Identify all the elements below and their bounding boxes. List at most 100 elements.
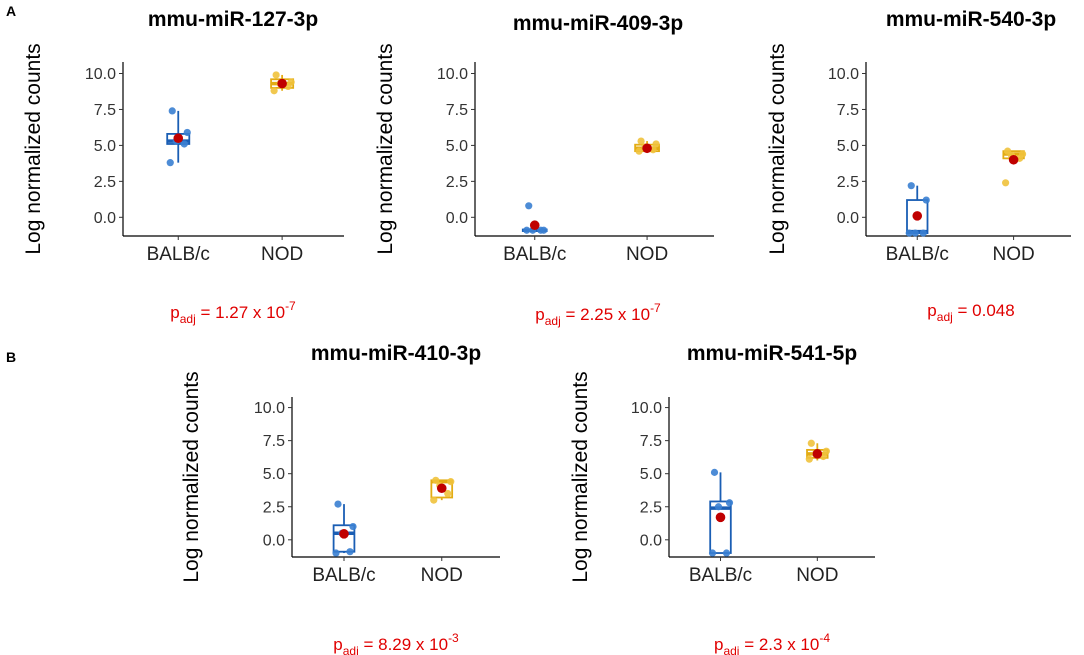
- data-point: [922, 196, 930, 204]
- mean-point: [1008, 154, 1019, 165]
- y-tick-label: 0.0: [263, 532, 285, 549]
- padj-annotation: padj = 2.3 x 10-4: [714, 631, 830, 655]
- padj-exponent: -3: [448, 631, 459, 645]
- padj-p: p: [170, 303, 179, 322]
- data-point: [332, 549, 340, 557]
- data-point: [180, 140, 188, 148]
- data-point: [166, 159, 174, 167]
- y-tick-label: 2.5: [446, 174, 468, 191]
- x-tick-label: BALB/c: [503, 244, 566, 265]
- data-point: [725, 499, 734, 507]
- data-point: [905, 229, 913, 237]
- chart-title: mmu-miR-409-3p: [513, 12, 683, 35]
- data-point: [523, 226, 531, 234]
- y-tick-label: 2.5: [263, 499, 285, 516]
- chart-5: mmu-miR-541-5p Log normalized counts 0.0 2.…: [569, 342, 875, 655]
- padj-sub: adj: [545, 314, 561, 328]
- mean-point: [173, 133, 184, 144]
- padj-annotation: padj = 1.27 x 10-7: [170, 299, 296, 326]
- x-tick-label: BALB/c: [147, 244, 210, 265]
- padj-value: = 1.27 x 10: [196, 303, 285, 322]
- y-tick-label: 7.5: [446, 102, 468, 119]
- y-tick-label: 5.0: [446, 138, 468, 155]
- mean-point: [277, 78, 287, 89]
- chart-title: mmu-miR-410-3p: [311, 342, 481, 365]
- mean-point: [339, 529, 349, 539]
- data-point: [287, 78, 295, 86]
- data-point: [907, 182, 915, 190]
- data-point: [349, 522, 357, 531]
- padj-value: = 2.25 x 10: [561, 305, 650, 324]
- x-tick-label: NOD: [992, 244, 1034, 265]
- data-point: [540, 226, 548, 234]
- mean-point: [436, 483, 447, 494]
- padj-p: p: [535, 305, 544, 324]
- data-point: [722, 549, 731, 557]
- padj-annotation: padj = 0.048: [927, 301, 1014, 324]
- data-point: [346, 548, 354, 556]
- data-point: [805, 455, 813, 463]
- y-tick-label: 5.0: [837, 138, 859, 155]
- mean-point: [642, 143, 652, 154]
- padj-p: p: [714, 635, 723, 654]
- y-tick-label: 10.0: [631, 400, 662, 417]
- x-tick-label: NOD: [796, 565, 838, 586]
- y-axis-label: Log normalized counts: [22, 43, 45, 254]
- panel-label-b: B: [6, 349, 16, 365]
- y-tick-label: 2.5: [837, 174, 859, 191]
- data-point: [822, 447, 830, 455]
- y-tick-label: 5.0: [94, 138, 116, 155]
- charts-container: mmu-miR-127-3p Log normalized counts 0.0 2.…: [22, 8, 1071, 655]
- data-point: [272, 71, 280, 79]
- data-point: [714, 503, 723, 511]
- data-point: [635, 147, 643, 155]
- x-tick-label: NOD: [261, 244, 303, 265]
- padj-annotation: padj = 2.25 x 10-7: [535, 301, 661, 328]
- padj-p: p: [333, 635, 342, 654]
- y-tick-label: 2.5: [640, 499, 662, 516]
- y-tick-label: 10.0: [254, 400, 285, 417]
- padj-sub: adj: [343, 644, 359, 655]
- data-point: [919, 229, 927, 237]
- mean-point: [812, 449, 823, 459]
- y-tick-label: 0.0: [837, 210, 859, 227]
- padj-sub: adj: [180, 312, 196, 326]
- y-tick-label: 7.5: [640, 433, 662, 450]
- padj-value: = 0.048: [953, 301, 1015, 320]
- data-point: [168, 107, 176, 115]
- data-point: [1019, 150, 1027, 158]
- y-tick-label: 10.0: [437, 66, 468, 83]
- data-point: [432, 476, 440, 484]
- chart-title: mmu-miR-127-3p: [148, 8, 318, 31]
- data-point: [652, 140, 660, 148]
- data-point: [270, 87, 278, 95]
- data-point: [911, 229, 919, 237]
- x-tick-label: BALB/c: [886, 244, 949, 265]
- y-axis-label: Log normalized counts: [569, 371, 592, 582]
- chart-3: mmu-miR-540-3p Log normalized counts 0.0 2.…: [766, 8, 1071, 324]
- data-point: [444, 489, 452, 498]
- data-point: [430, 496, 438, 504]
- y-tick-label: 10.0: [828, 66, 859, 83]
- padj-exponent: -7: [285, 299, 296, 313]
- y-tick-label: 7.5: [263, 433, 285, 450]
- data-point: [710, 468, 719, 476]
- data-point: [1002, 179, 1010, 187]
- data-point: [1004, 147, 1012, 155]
- y-tick-label: 0.0: [94, 210, 116, 227]
- y-tick-label: 2.5: [94, 174, 116, 191]
- data-point: [637, 137, 645, 145]
- y-tick-label: 10.0: [85, 66, 116, 83]
- y-tick-label: 7.5: [94, 102, 116, 119]
- mean-point: [912, 211, 923, 221]
- data-point: [525, 202, 533, 210]
- data-point: [708, 549, 717, 557]
- padj-sub: adj: [937, 310, 953, 324]
- y-tick-label: 0.0: [446, 210, 468, 227]
- mean-point: [529, 220, 540, 231]
- y-tick-label: 7.5: [837, 102, 859, 119]
- x-tick-label: NOD: [626, 244, 668, 265]
- y-axis-label: Log normalized counts: [766, 43, 789, 254]
- y-axis-label: Log normalized counts: [180, 371, 203, 582]
